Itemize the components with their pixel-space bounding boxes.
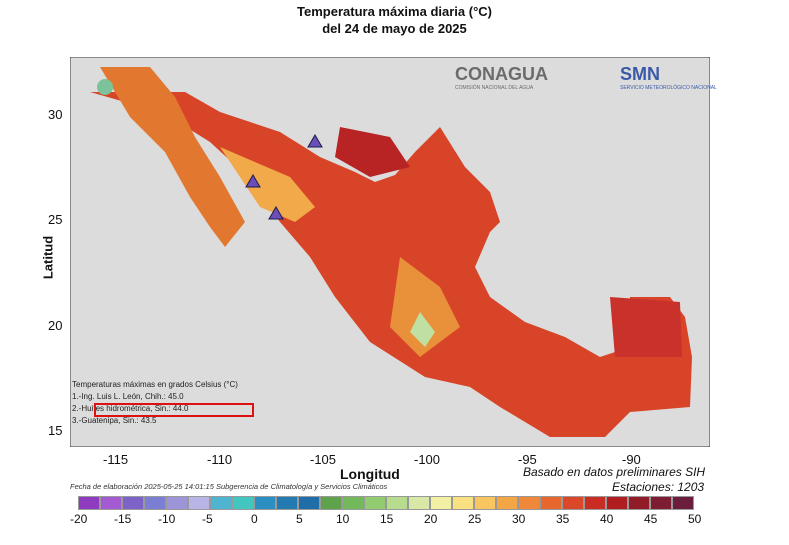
colorbar-cell <box>650 496 672 510</box>
colorbar-cell <box>122 496 144 510</box>
y-axis-label: Latitud <box>40 235 56 280</box>
x-tick: -105 <box>310 452 337 467</box>
colorbar-cell <box>232 496 254 510</box>
colorbar-label: 10 <box>336 512 350 526</box>
y-tick: 30 <box>48 107 63 122</box>
colorbar-cell <box>298 496 320 510</box>
colorbar-cell <box>144 496 166 510</box>
x-axis-label: Longitud <box>340 466 400 482</box>
colorbar-cell <box>78 496 100 510</box>
colorbar-cell <box>386 496 408 510</box>
colorbar-cell <box>628 496 650 510</box>
colorbar-label: 50 <box>688 512 702 526</box>
colorbar-cell <box>672 496 694 510</box>
temperature-map <box>90 67 692 437</box>
colorbar-label: 30 <box>512 512 526 526</box>
colorbar-cell <box>430 496 452 510</box>
conagua-logo: CONAGUA COMISIÓN NACIONAL DEL AGUA <box>455 64 548 91</box>
colorbar-label: 0 <box>251 512 258 526</box>
highlight-box <box>94 403 254 417</box>
legend-heading: Temperaturas máximas en grados Celsius (… <box>72 380 238 389</box>
y-tick: 25 <box>48 212 63 227</box>
colorbar-cell <box>562 496 584 510</box>
legend-item: 2.-Huites hidrométrica, Sin.: 44.0 <box>72 404 189 413</box>
colorbar-cell <box>474 496 496 510</box>
colorbar-cell <box>452 496 474 510</box>
colorbar-label: 25 <box>468 512 482 526</box>
colorbar-cell <box>496 496 518 510</box>
colorbar-cell <box>210 496 232 510</box>
x-tick: -100 <box>414 452 441 467</box>
colorbar-cell <box>606 496 628 510</box>
colorbar-label: 5 <box>296 512 303 526</box>
colorbar-label: -15 <box>114 512 132 526</box>
colorbar-cell <box>584 496 606 510</box>
colorbar-cell <box>342 496 364 510</box>
colorbar-label: 45 <box>644 512 658 526</box>
colorbar-label: 15 <box>380 512 394 526</box>
map-frame <box>70 57 710 447</box>
map-title: Temperatura máxima diaria (°C) <box>297 4 492 19</box>
colorbar-label: -10 <box>158 512 176 526</box>
colorbar-cell <box>100 496 122 510</box>
elaboration-date: Fecha de elaboración 2025-05-25 14:01:15… <box>70 482 388 491</box>
y-tick: 15 <box>48 423 63 438</box>
y-tick: 20 <box>48 318 63 333</box>
colorbar-cell <box>540 496 562 510</box>
colorbar-cell <box>364 496 386 510</box>
colorbar-cell <box>320 496 342 510</box>
colorbar-cell <box>254 496 276 510</box>
station-legend: Temperaturas máximas en grados Celsius (… <box>72 379 238 427</box>
stations-count: Estaciones: 1203 <box>612 480 705 494</box>
data-basis-note: Basado en datos preliminares SIH <box>523 465 706 479</box>
station-markers <box>245 134 323 220</box>
x-tick: -90 <box>622 452 641 467</box>
colorbar-label: -5 <box>202 512 213 526</box>
colorbar-cell <box>408 496 430 510</box>
colorbar <box>78 496 694 510</box>
colorbar-label: 40 <box>600 512 614 526</box>
x-tick: -110 <box>207 452 233 467</box>
colorbar-label: 20 <box>424 512 438 526</box>
colorbar-cell <box>276 496 298 510</box>
colorbar-label: -20 <box>70 512 88 526</box>
colorbar-label: 35 <box>556 512 570 526</box>
legend-item: 1.-Ing. Luis L. León, Chih.: 45.0 <box>72 392 184 401</box>
x-tick: -115 <box>103 452 129 467</box>
x-tick: -95 <box>518 452 537 467</box>
smn-logo: SMN SERVICIO METEOROLÓGICO NACIONAL <box>620 64 717 91</box>
colorbar-cell <box>188 496 210 510</box>
colorbar-cell <box>518 496 540 510</box>
legend-item: 3.-Guatenipa, Sin.: 43.5 <box>72 416 157 425</box>
colorbar-cell <box>166 496 188 510</box>
map-subtitle: del 24 de mayo de 2025 <box>322 21 467 36</box>
